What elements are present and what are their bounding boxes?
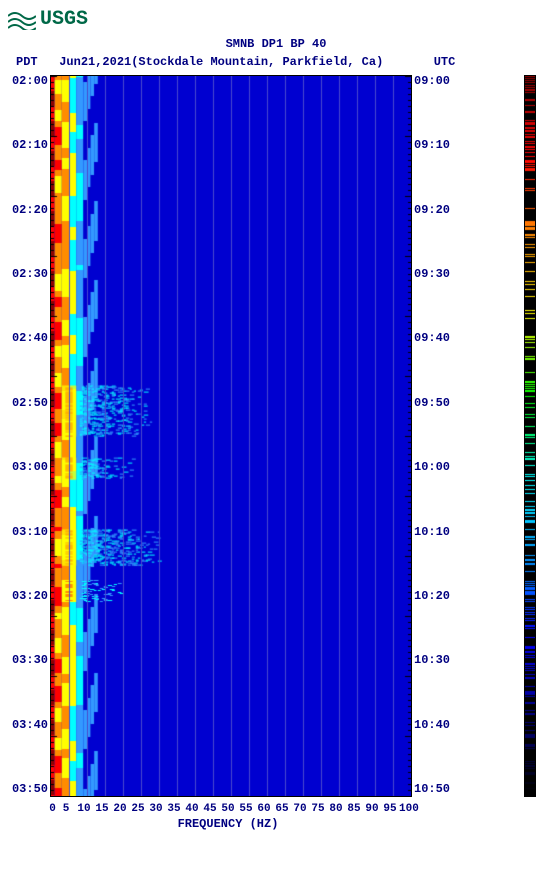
frequency-tick: 95 <box>381 803 399 815</box>
frequency-axis: 0510152025303540455055606570758085909510… <box>8 803 408 815</box>
left-time-tick: 03:30 <box>8 654 48 666</box>
left-time-tick: 02:00 <box>8 75 48 87</box>
frequency-tick: 50 <box>219 803 237 815</box>
spectrogram-canvas <box>50 75 412 797</box>
right-tz-label: UTC <box>434 55 456 69</box>
spectrogram-area <box>50 75 412 801</box>
left-time-tick: 03:40 <box>8 719 48 731</box>
frequency-axis-label: FREQUENCY (HZ) <box>8 817 408 831</box>
left-time-tick: 03:00 <box>8 461 48 473</box>
frequency-tick: 75 <box>309 803 327 815</box>
frequency-tick: 20 <box>111 803 129 815</box>
right-time-tick: 10:00 <box>414 461 454 473</box>
frequency-tick: 70 <box>291 803 309 815</box>
right-time-tick: 09:10 <box>414 139 454 151</box>
chart-area: 02:00 02:10 02:20 02:30 02:40 02:50 03:00 03:10… <box>8 75 544 801</box>
frequency-tick: 10 <box>75 803 93 815</box>
frequency-tick: 60 <box>255 803 273 815</box>
right-time-tick: 09:50 <box>414 397 454 409</box>
right-time-tick: 09:00 <box>414 75 454 87</box>
right-time-tick: 09:30 <box>414 268 454 280</box>
right-time-tick: 09:20 <box>414 204 454 216</box>
right-time-tick: 09:40 <box>414 332 454 344</box>
frequency-tick: 25 <box>129 803 147 815</box>
left-time-tick: 03:50 <box>8 783 48 795</box>
left-time-tick: 02:40 <box>8 332 48 344</box>
frequency-tick: 80 <box>327 803 345 815</box>
chart-subtitle: PDT Jun21,2021(Stockdale Mountain, Parkf… <box>8 55 544 69</box>
location-label: (Stockdale Mountain, Parkfield, Ca) <box>131 55 383 69</box>
frequency-tick: 85 <box>345 803 363 815</box>
frequency-tick: 0 <box>48 803 57 815</box>
left-tz-label: PDT <box>16 55 38 69</box>
date-label: Jun21,2021 <box>59 55 131 69</box>
right-time-tick: 10:30 <box>414 654 454 666</box>
frequency-tick: 65 <box>273 803 291 815</box>
frequency-tick: 5 <box>57 803 75 815</box>
frequency-tick: 55 <box>237 803 255 815</box>
frequency-tick: 100 <box>399 803 408 815</box>
right-time-tick: 10:50 <box>414 783 454 795</box>
left-time-tick: 03:10 <box>8 526 48 538</box>
left-time-tick: 02:10 <box>8 139 48 151</box>
frequency-tick: 30 <box>147 803 165 815</box>
left-time-axis: 02:00 02:10 02:20 02:30 02:40 02:50 03:00 03:10… <box>8 75 50 795</box>
left-time-tick: 02:20 <box>8 204 48 216</box>
frequency-tick: 45 <box>201 803 219 815</box>
usgs-logo: USGS <box>8 8 544 31</box>
frequency-tick: 90 <box>363 803 381 815</box>
left-time-tick: 02:50 <box>8 397 48 409</box>
colorbar <box>524 75 536 797</box>
usgs-wave-icon <box>8 10 36 30</box>
right-time-tick: 10:20 <box>414 590 454 602</box>
frequency-tick: 40 <box>183 803 201 815</box>
left-time-tick: 02:30 <box>8 268 48 280</box>
chart-title: SMNB DP1 BP 40 <box>8 37 544 51</box>
frequency-tick: 15 <box>93 803 111 815</box>
right-time-tick: 10:10 <box>414 526 454 538</box>
right-time-axis: 09:00 09:10 09:20 09:30 09:40 09:50 10:00 10:10… <box>412 75 454 795</box>
logo-text: USGS <box>40 8 88 31</box>
right-time-tick: 10:40 <box>414 719 454 731</box>
left-time-tick: 03:20 <box>8 590 48 602</box>
frequency-tick: 35 <box>165 803 183 815</box>
